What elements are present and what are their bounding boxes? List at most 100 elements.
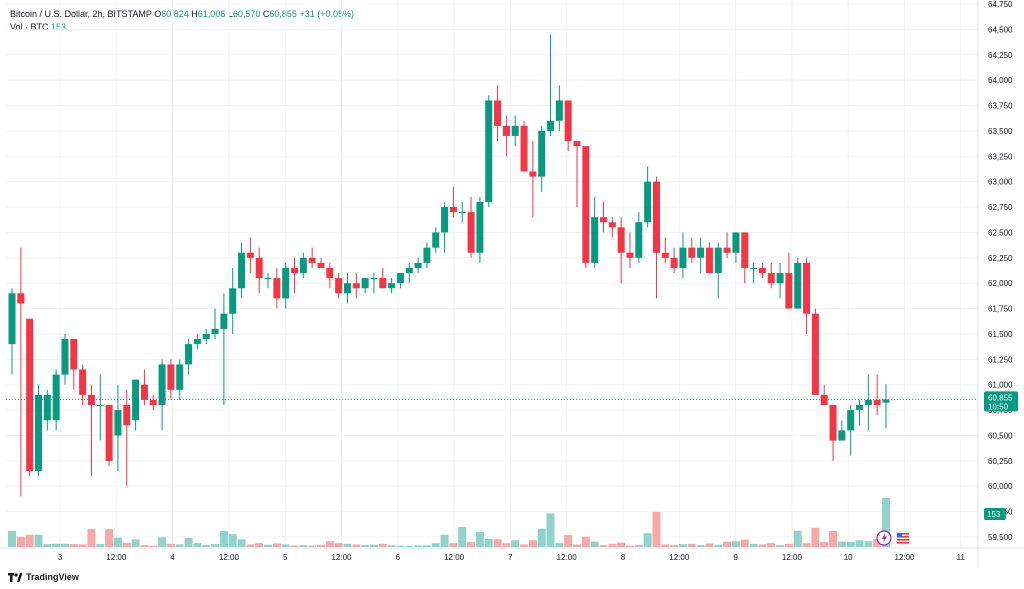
candle-body[interactable] <box>458 212 466 214</box>
candle-body[interactable] <box>794 262 802 309</box>
candle-body[interactable] <box>758 267 766 274</box>
candle-body[interactable] <box>820 394 828 406</box>
candle-body[interactable] <box>202 333 210 340</box>
candle-body[interactable] <box>547 120 555 131</box>
candle-body[interactable] <box>838 430 846 441</box>
candle-body[interactable] <box>723 247 731 253</box>
candle-body[interactable] <box>308 257 316 263</box>
candle-body[interactable] <box>529 171 537 177</box>
candle-body[interactable] <box>697 247 705 258</box>
candle-body[interactable] <box>352 283 360 289</box>
volume-label[interactable]: Vol · BTC <box>10 22 49 32</box>
candle-body[interactable] <box>785 273 793 309</box>
candle-body[interactable] <box>776 273 784 284</box>
candle-body[interactable] <box>17 293 25 304</box>
candle-body[interactable] <box>520 125 528 172</box>
candle-body[interactable] <box>705 247 713 274</box>
candle-body[interactable] <box>661 252 669 258</box>
candle-body[interactable] <box>714 247 722 274</box>
candle-body[interactable] <box>220 313 228 329</box>
candle-body[interactable] <box>255 257 263 279</box>
candle-body[interactable] <box>211 328 219 334</box>
candle-body[interactable] <box>70 339 78 370</box>
candle-body[interactable] <box>34 394 42 472</box>
candle-body[interactable] <box>432 232 440 248</box>
symbol-title[interactable]: Bitcoin / U.S. Dollar, 2h, BITSTAMP <box>10 9 152 19</box>
candle-body[interactable] <box>476 201 484 253</box>
candle-body[interactable] <box>811 313 819 395</box>
candle-body[interactable] <box>599 217 607 223</box>
candle-body[interactable] <box>564 100 572 142</box>
candle-body[interactable] <box>132 379 140 421</box>
candle-body[interactable] <box>467 212 475 253</box>
candle-body[interactable] <box>388 283 396 289</box>
candle-body[interactable] <box>679 247 687 268</box>
candle-body[interactable] <box>361 278 369 289</box>
candle-body[interactable] <box>423 247 431 263</box>
candle-body[interactable] <box>414 262 422 268</box>
candle-body[interactable] <box>511 125 519 136</box>
candle-body[interactable] <box>502 125 510 136</box>
candle-body[interactable] <box>670 257 678 268</box>
candle-body[interactable] <box>238 252 246 289</box>
candle-body[interactable] <box>652 181 660 253</box>
candle-body[interactable] <box>573 141 581 147</box>
candle-body[interactable] <box>158 364 166 406</box>
candle-body[interactable] <box>114 410 122 436</box>
candle-body[interactable] <box>335 278 343 294</box>
candle-body[interactable] <box>591 217 599 263</box>
candle-body[interactable] <box>688 247 696 258</box>
candle-body[interactable] <box>317 262 325 268</box>
candle-body[interactable] <box>123 405 131 426</box>
candle-body[interactable] <box>273 278 281 299</box>
candle-body[interactable] <box>485 100 493 202</box>
candle-body[interactable] <box>185 344 193 365</box>
candle-body[interactable] <box>79 369 87 395</box>
candle-body[interactable] <box>43 394 51 421</box>
candle-body[interactable] <box>608 222 616 228</box>
candle-body[interactable] <box>52 374 60 421</box>
candle-body[interactable] <box>732 232 740 253</box>
candle-body[interactable] <box>644 181 652 223</box>
candle-body[interactable] <box>264 278 272 280</box>
candle-body[interactable] <box>8 293 16 345</box>
candle-body[interactable] <box>176 364 184 390</box>
candle-body[interactable] <box>96 405 104 407</box>
candle-body[interactable] <box>882 399 890 403</box>
candle-body[interactable] <box>803 262 811 314</box>
candle-body[interactable] <box>582 146 590 263</box>
candle-body[interactable] <box>167 364 175 390</box>
candle-body[interactable] <box>449 207 457 213</box>
candle-body[interactable] <box>396 273 404 284</box>
candle-body[interactable] <box>379 278 387 289</box>
candle-body[interactable] <box>864 399 872 406</box>
candle-body[interactable] <box>299 257 307 274</box>
candle-body[interactable] <box>229 288 237 314</box>
candle-body[interactable] <box>617 227 625 253</box>
candle-body[interactable] <box>441 207 449 233</box>
candle-body[interactable] <box>626 252 634 258</box>
candle-body[interactable] <box>750 267 758 269</box>
candle-body[interactable] <box>856 405 864 411</box>
candle-body[interactable] <box>538 130 546 177</box>
candle-body[interactable] <box>246 252 254 258</box>
candle-body[interactable] <box>149 399 157 406</box>
candle-body[interactable] <box>282 267 290 299</box>
candle-body[interactable] <box>635 222 643 258</box>
candle-body[interactable] <box>87 394 95 406</box>
candle-body[interactable] <box>405 267 413 274</box>
candle-body[interactable] <box>494 100 502 126</box>
candle-body[interactable] <box>193 339 201 345</box>
candle-body[interactable] <box>370 278 378 280</box>
candle-body[interactable] <box>873 399 881 406</box>
candle-body[interactable] <box>140 384 148 400</box>
candle-body[interactable] <box>847 410 855 431</box>
candle-body[interactable] <box>343 283 351 294</box>
candle-body[interactable] <box>291 267 299 274</box>
candle-body[interactable] <box>829 405 837 441</box>
price-chart[interactable]: 59,50059,75060,00060,25060,50060,75061,0… <box>0 0 1024 568</box>
candle-body[interactable] <box>555 100 563 121</box>
candle-body[interactable] <box>26 318 34 472</box>
candle-body[interactable] <box>61 339 69 375</box>
tradingview-logo[interactable]: TradingView <box>8 572 79 582</box>
